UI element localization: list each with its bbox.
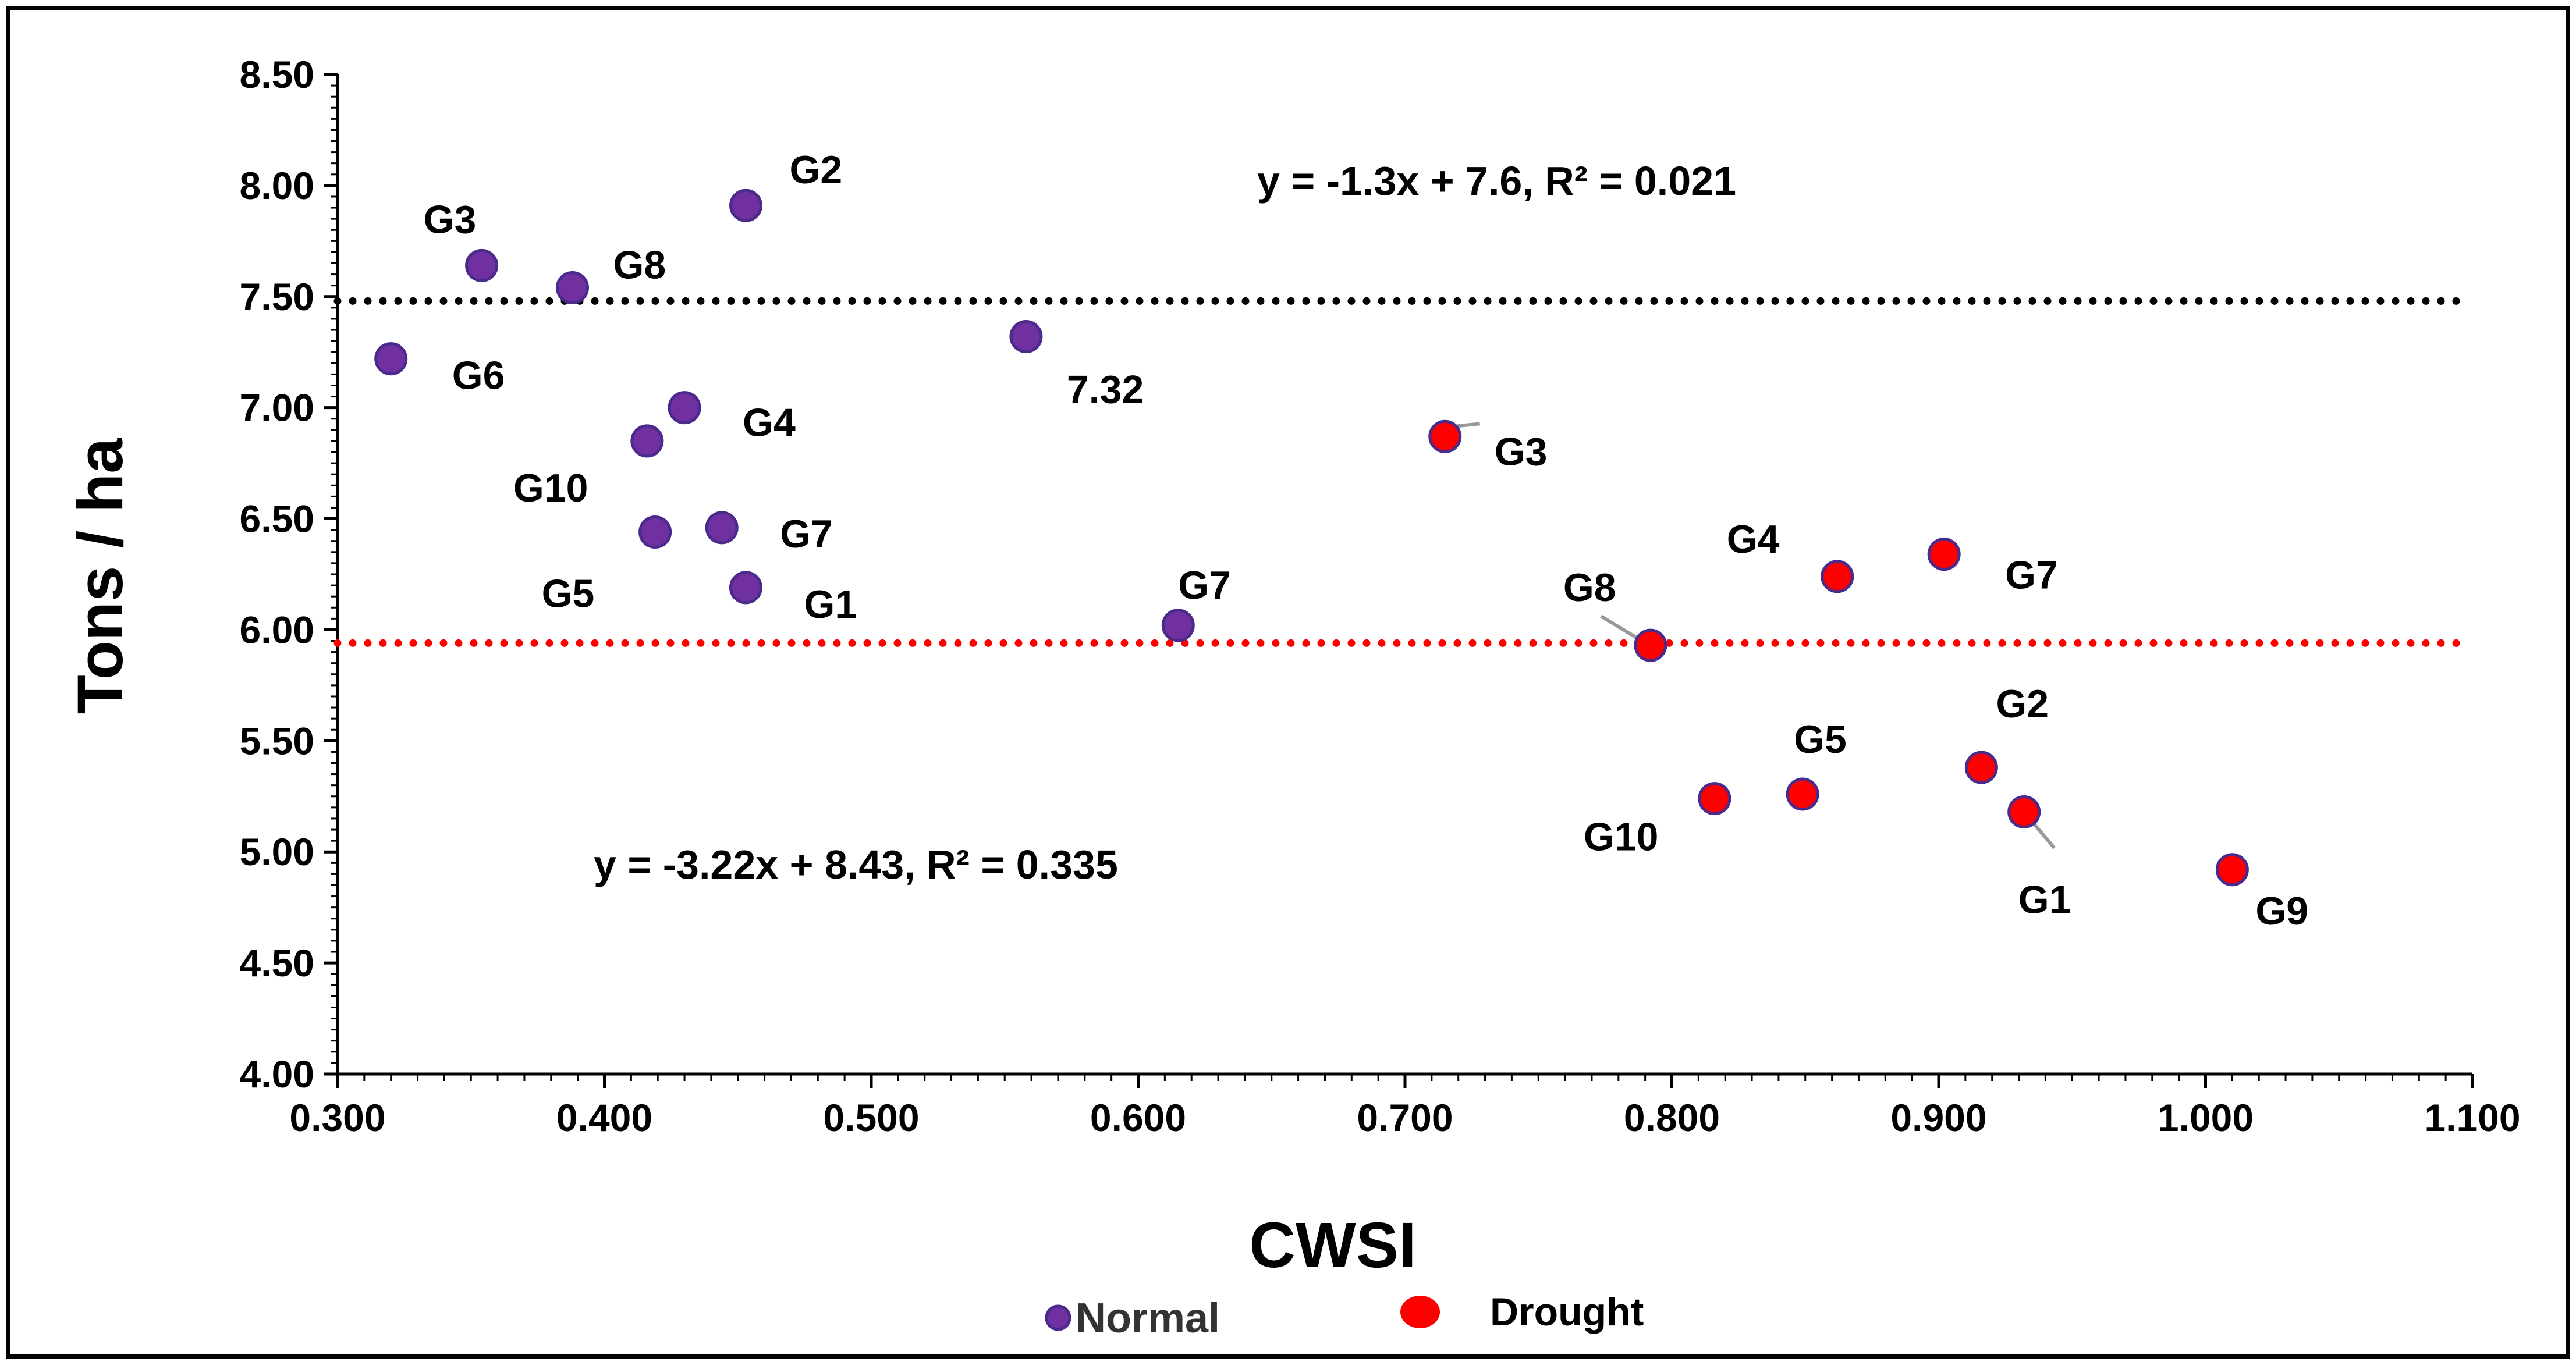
drought-point-g3 (1428, 419, 1462, 453)
y-tick-label: 4.50 (240, 941, 314, 984)
y-tick-label: 4.00 (240, 1052, 314, 1096)
x-tick-label: 0.400 (556, 1096, 652, 1139)
drought-point-label: G5 (1794, 717, 1847, 762)
normal-point-g3 (465, 248, 499, 282)
legend-drought-label: Drought (1490, 1290, 1644, 1334)
y-tick-label: 6.50 (240, 497, 314, 541)
x-axis-title: CWSI (1249, 1210, 1416, 1281)
normal-point-g8 (555, 271, 589, 305)
drought-leader-line (1456, 422, 1481, 428)
normal-point-g4 (668, 391, 701, 425)
drought-point-label: G3 (1495, 429, 1548, 474)
normal-point-label: G2 (790, 148, 843, 192)
x-tick-label: 0.700 (1357, 1096, 1453, 1139)
normal-point-g7 (1161, 609, 1195, 642)
normal-point-g5 (638, 515, 672, 549)
drought-point-g9 (2215, 853, 2249, 887)
drought-point-label: G10 (1584, 815, 1659, 859)
normal-point-label: G7 (780, 512, 833, 556)
drought-point-g2 (1964, 751, 1998, 784)
normal-point-g7 (705, 511, 739, 545)
drought-point-g10 (1698, 782, 1731, 816)
x-tick-label: 1.000 (2158, 1096, 2254, 1139)
legend-drought-marker (1400, 1296, 1440, 1328)
normal-point-label: G3 (424, 197, 477, 241)
chart-border (6, 6, 2570, 1359)
normal-point-label: G6 (452, 354, 505, 398)
normal-regression-equation: y = -1.3x + 7.6, R² = 0.021 (1257, 158, 1736, 204)
drought-point-g5 (1786, 777, 1819, 811)
drought-point-label: G4 (1727, 517, 1780, 561)
normal-point-g2 (729, 189, 763, 222)
x-tick-label: 0.600 (1090, 1096, 1186, 1139)
legend-normal-label: Normal (1076, 1295, 1220, 1342)
x-tick-label: 0.500 (823, 1096, 919, 1139)
y-tick-label: 7.50 (240, 275, 314, 318)
drought-point-label: G7 (2005, 553, 2058, 598)
drought-point-label: G2 (1996, 682, 2049, 726)
y-tick-label: 5.00 (240, 830, 314, 873)
drought-point-g8 (1634, 628, 1667, 662)
normal-point-label: 7.32 (1067, 367, 1144, 411)
drought-point-label: G1 (2018, 878, 2071, 922)
normal-point-7-32 (1009, 319, 1043, 353)
y-tick-label: 8.00 (240, 164, 314, 207)
legend-normal-marker (1045, 1304, 1071, 1331)
drought-regression-equation: y = -3.22x + 8.43, R² = 0.335 (594, 842, 1118, 887)
normal-point-g10 (630, 424, 664, 458)
drought-point-g4 (1821, 560, 1854, 593)
normal-point-label: G4 (743, 401, 796, 445)
drought-point-g7 (1927, 538, 1961, 571)
drought-point-label: G8 (1563, 566, 1616, 610)
drought-point-label: G9 (2255, 889, 2308, 933)
normal-point-g6 (374, 342, 408, 376)
normal-point-label: G5 (542, 571, 595, 616)
y-tick-label: 8.50 (240, 53, 314, 96)
y-axis-title: Tons / ha (65, 438, 136, 714)
normal-point-label: G7 (1178, 563, 1231, 607)
y-tick-label: 7.00 (240, 386, 314, 429)
normal-point-label: G10 (513, 466, 588, 510)
x-tick-label: 0.900 (1890, 1096, 1986, 1139)
x-tick-label: 0.300 (289, 1096, 385, 1139)
x-tick-label: 1.100 (2424, 1096, 2520, 1139)
y-tick-label: 6.00 (240, 608, 314, 651)
y-tick-label: 5.50 (240, 719, 314, 762)
normal-point-label: G1 (804, 582, 857, 627)
x-tick-label: 0.800 (1624, 1096, 1720, 1139)
normal-point-g1 (729, 571, 763, 605)
drought-point-g1 (2007, 795, 2041, 829)
normal-point-label: G8 (613, 243, 666, 287)
